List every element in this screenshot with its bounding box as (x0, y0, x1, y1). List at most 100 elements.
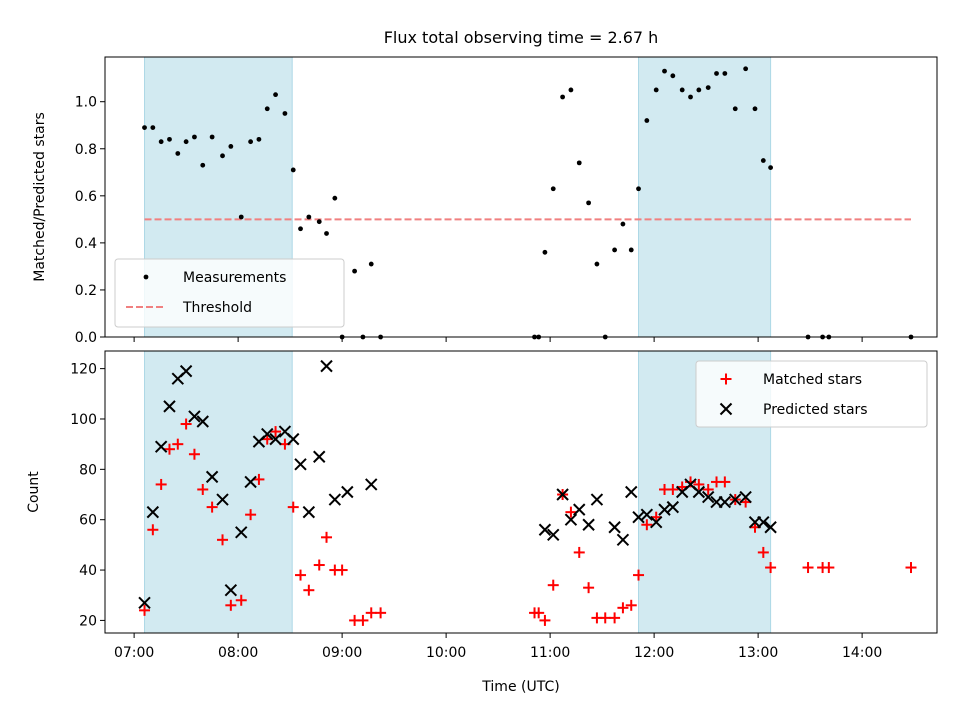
measurement-point (714, 71, 719, 76)
predicted-star-point (146, 505, 160, 519)
measurement-point (368, 261, 374, 267)
x-tick-label: 08:00 (218, 645, 258, 661)
y-tick-label: 20 (79, 613, 97, 629)
measurement-point (568, 87, 574, 93)
measurement-point (594, 261, 600, 267)
matched-star-point (693, 478, 705, 490)
predicted-star-point (205, 470, 219, 484)
x-tick-label: 10:00 (426, 645, 466, 661)
y-tick-label: 40 (79, 563, 97, 579)
measurement-point (732, 106, 738, 112)
matched-star-point (321, 531, 333, 543)
predicted-star-point (538, 523, 552, 536)
matched-star-point (287, 501, 299, 513)
predicted-star-point (261, 427, 274, 441)
predicted-star-point (608, 521, 621, 534)
measurement-point (550, 186, 556, 192)
predicted-star-point (547, 528, 560, 542)
matched-star-point (375, 607, 387, 619)
y-tick-label: 0.2 (75, 283, 97, 299)
measurement-point (644, 118, 650, 123)
predicted-star-point (739, 490, 752, 504)
measurement-point (636, 186, 641, 192)
measurement-point (752, 106, 758, 112)
x-tick-label: 09:00 (322, 645, 362, 661)
measurement-point (653, 87, 659, 93)
measurement-point (316, 219, 322, 225)
bottom-observing-windows (144, 350, 772, 634)
predicted-legend-symbol (719, 402, 733, 416)
matched-star-point (139, 604, 151, 616)
matched-star-point (188, 448, 200, 460)
predicted-star-point (640, 508, 654, 521)
matched-star-point (633, 569, 645, 581)
measurement-point (679, 87, 685, 93)
matched-legend-label: Matched stars (763, 372, 862, 388)
measurement-point (324, 231, 329, 236)
measurement-point (306, 214, 312, 220)
x-tick-label: 12:00 (634, 645, 674, 661)
measurement-point (576, 160, 582, 166)
predicted-star-point (138, 596, 151, 609)
predicted-star-point (154, 440, 168, 453)
top-x-ticks (133, 337, 863, 342)
predicted-star-point (328, 493, 342, 506)
predicted-star-point (196, 415, 209, 428)
predicted-star-point (302, 505, 316, 519)
measurement-point (183, 139, 189, 145)
x-tick-label: 11:00 (530, 645, 570, 661)
matched-star-point (163, 443, 175, 455)
bottom-legend: Matched stars Predicted stars (695, 360, 928, 428)
measurement-point (586, 200, 591, 206)
matched-star-point (539, 614, 551, 626)
predicted-star-point (666, 500, 680, 514)
predicted-star-point (556, 488, 569, 501)
measurement-point (662, 68, 667, 74)
predicted-star-point (573, 503, 586, 516)
measurement-point (722, 71, 728, 76)
predicted-star-point (658, 503, 671, 516)
measurement-point (696, 87, 702, 93)
matched-star-point (270, 426, 282, 438)
matched-star-point (533, 607, 545, 619)
matched-star-point (617, 602, 629, 614)
top-y-ticks: 0.0 0.2 0.4 0.6 0.8 1.0 (75, 95, 105, 346)
predicted-star-point (616, 533, 630, 547)
predicted-star-point (701, 490, 715, 504)
matched-star-point (599, 612, 611, 624)
ratio-panel: 0.0 0.2 0.4 0.6 0.8 1.0 Matched/Predicted sta… (32, 56, 938, 346)
matched-star-point (757, 546, 769, 558)
matched-star-point (245, 509, 257, 521)
top-legend-box (114, 258, 345, 328)
predicted-star-point (564, 513, 578, 526)
matched-star-point (547, 579, 559, 591)
measurement-point (209, 134, 215, 140)
matched-star-point (295, 569, 307, 581)
matched-star-point (609, 612, 621, 624)
measurement-point (628, 247, 634, 253)
measurements-legend-marker (143, 274, 149, 280)
measurement-point (542, 249, 548, 255)
chart-title: Flux total observing time = 2.67 h (384, 28, 659, 47)
predicted-star-point (692, 485, 706, 499)
predicted-star-point (287, 432, 300, 446)
predicted-star-point (757, 516, 770, 529)
measurement-point (332, 195, 338, 201)
predicted-stars-series (138, 359, 777, 609)
measurement-point (290, 167, 296, 173)
predicted-star-point (718, 495, 732, 509)
measurement-point (150, 125, 156, 130)
matched-legend-symbol (720, 373, 732, 385)
matched-star-point (802, 562, 814, 574)
matched-star-point (235, 594, 247, 606)
predicted-star-point (764, 521, 777, 534)
measurement-point (228, 144, 234, 149)
matched-star-point (253, 473, 265, 485)
measurement-point (743, 66, 749, 72)
matched-star-point (641, 519, 653, 531)
measurement-point (282, 111, 288, 116)
x-tick-label: 13:00 (738, 645, 778, 661)
matched-star-point (357, 614, 369, 626)
measurement-point (192, 134, 197, 140)
measurement-point (620, 221, 626, 227)
